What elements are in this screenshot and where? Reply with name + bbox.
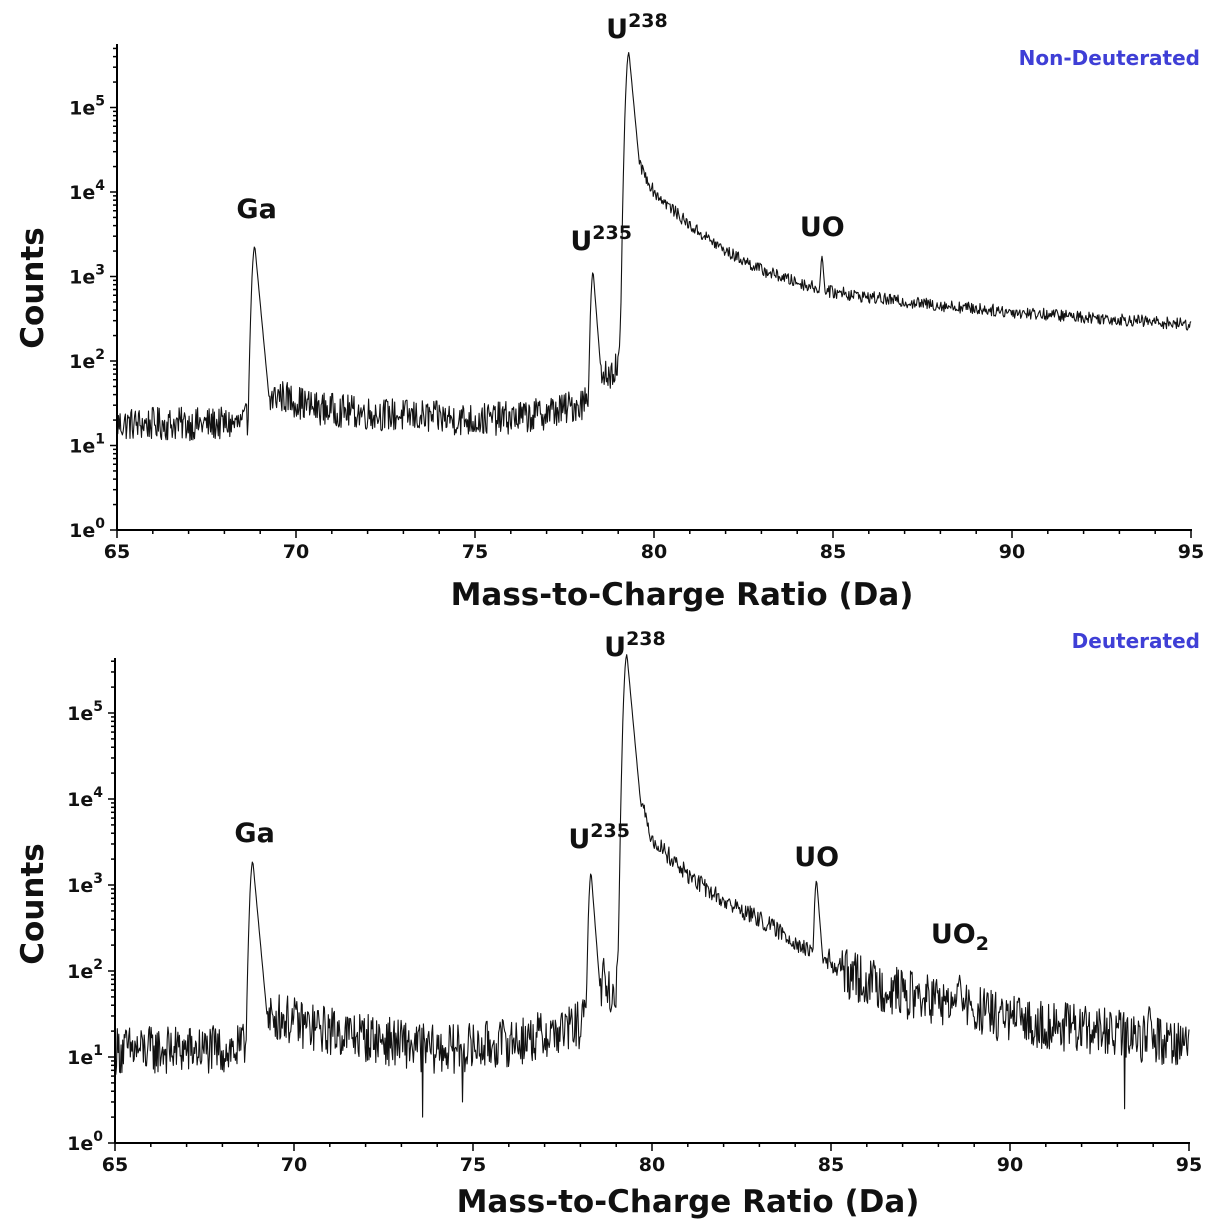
peak-label-base: U	[570, 226, 592, 257]
peak-label: UO2	[931, 919, 989, 955]
y-tick-base: 1e	[69, 98, 95, 120]
peak-label-sup: 238	[628, 10, 668, 32]
peak-label-sup: 238	[626, 628, 666, 650]
x-ticks: 65 70 75 80 85 90 95	[102, 1143, 1202, 1176]
panel-non-deuterated: Non-Deuterated Counts Mass-to-Charge Rat…	[15, 10, 1204, 613]
y-axis-title: Counts	[15, 227, 51, 348]
x-tick-label: 85	[820, 541, 846, 563]
y-tick-exponent: 2	[95, 347, 105, 363]
x-tick-label: 80	[641, 541, 667, 563]
peak-label-base: UO	[800, 212, 845, 243]
x-tick-label: 95	[1176, 1154, 1202, 1176]
x-tick-label: 65	[104, 541, 130, 563]
y-tick-exponent: 0	[93, 1129, 103, 1145]
series-group	[116, 52, 1192, 442]
y-tick-base: 1e	[69, 267, 95, 289]
x-tick-label: 65	[102, 1154, 128, 1176]
y-tick-label: 1e1	[67, 1043, 103, 1069]
y-tick-label: 1e5	[69, 94, 105, 120]
spectrum-line	[114, 654, 1190, 1118]
x-tick-label: 95	[1178, 541, 1204, 563]
y-tick-label: 1e4	[67, 785, 103, 811]
y-tick-exponent: 0	[95, 516, 105, 532]
x-tick-label: 70	[283, 541, 309, 563]
y-tick-exponent: 3	[93, 871, 103, 887]
peak-label-sup: 235	[592, 222, 632, 244]
y-tick-base: 1e	[69, 520, 95, 542]
y-tick-label: 1e0	[67, 1129, 103, 1155]
panel-label: Non-Deuterated	[1019, 46, 1200, 70]
x-axis-title: Mass-to-Charge Ratio (Da)	[451, 577, 914, 613]
y-tick-label: 1e0	[69, 516, 105, 542]
x-tick-label: 70	[281, 1154, 307, 1176]
y-tick-base: 1e	[67, 703, 93, 725]
y-tick-exponent: 5	[93, 699, 103, 715]
peak-label: Ga	[236, 194, 276, 225]
y-tick-label: 1e1	[69, 432, 105, 458]
x-axis-title: Mass-to-Charge Ratio (Da)	[457, 1184, 920, 1220]
y-axis-title: Counts	[15, 843, 51, 964]
spectrum-line	[116, 52, 1192, 442]
peak-label-base: U	[568, 824, 590, 855]
y-tick-base: 1e	[69, 182, 95, 204]
x-ticks: 65 70 75 80 85 90 95	[104, 530, 1204, 563]
y-tick-base: 1e	[67, 1047, 93, 1069]
peak-label: U238	[604, 628, 666, 663]
x-tick-label: 75	[462, 541, 488, 563]
y-tick-exponent: 3	[95, 263, 105, 279]
y-tick-base: 1e	[69, 436, 95, 458]
peak-label-base: UO	[931, 919, 976, 950]
y-tick-label: 1e5	[67, 699, 103, 725]
peak-label-base: U	[606, 14, 628, 45]
y-tick-label: 1e3	[67, 871, 103, 897]
x-tick-label: 90	[999, 541, 1025, 563]
peak-label: U238	[606, 10, 668, 45]
y-tick-exponent: 4	[93, 785, 103, 801]
peak-label-base: U	[604, 632, 626, 663]
y-tick-exponent: 2	[93, 957, 103, 973]
x-tick-label: 90	[997, 1154, 1023, 1176]
y-tick-base: 1e	[67, 789, 93, 811]
peak-label: UO	[794, 842, 839, 873]
x-tick-label: 85	[818, 1154, 844, 1176]
y-tick-exponent: 5	[95, 94, 105, 110]
y-tick-label: 1e2	[69, 347, 105, 373]
peak-label: UO	[800, 212, 845, 243]
peak-label-base: Ga	[234, 818, 274, 849]
y-tick-base: 1e	[67, 875, 93, 897]
y-tick-base: 1e	[69, 351, 95, 373]
panel-deuterated: Deuterated Counts Mass-to-Charge Ratio (…	[15, 628, 1202, 1220]
series-group	[114, 654, 1190, 1118]
x-tick-label: 75	[460, 1154, 486, 1176]
peak-label-sup: 235	[590, 820, 630, 842]
peak-label-base: UO	[794, 842, 839, 873]
y-tick-exponent: 1	[95, 432, 105, 448]
x-tick-label: 80	[639, 1154, 665, 1176]
y-tick-base: 1e	[67, 961, 93, 983]
y-tick-base: 1e	[67, 1133, 93, 1155]
y-tick-label: 1e3	[69, 263, 105, 289]
peak-label-base: Ga	[236, 194, 276, 225]
panel-label: Deuterated	[1072, 629, 1200, 653]
y-tick-label: 1e4	[69, 178, 105, 204]
y-tick-exponent: 4	[95, 178, 105, 194]
peak-label-sub: 2	[976, 933, 989, 955]
peak-label: Ga	[234, 818, 274, 849]
y-tick-label: 1e2	[67, 957, 103, 983]
y-tick-exponent: 1	[93, 1043, 103, 1059]
